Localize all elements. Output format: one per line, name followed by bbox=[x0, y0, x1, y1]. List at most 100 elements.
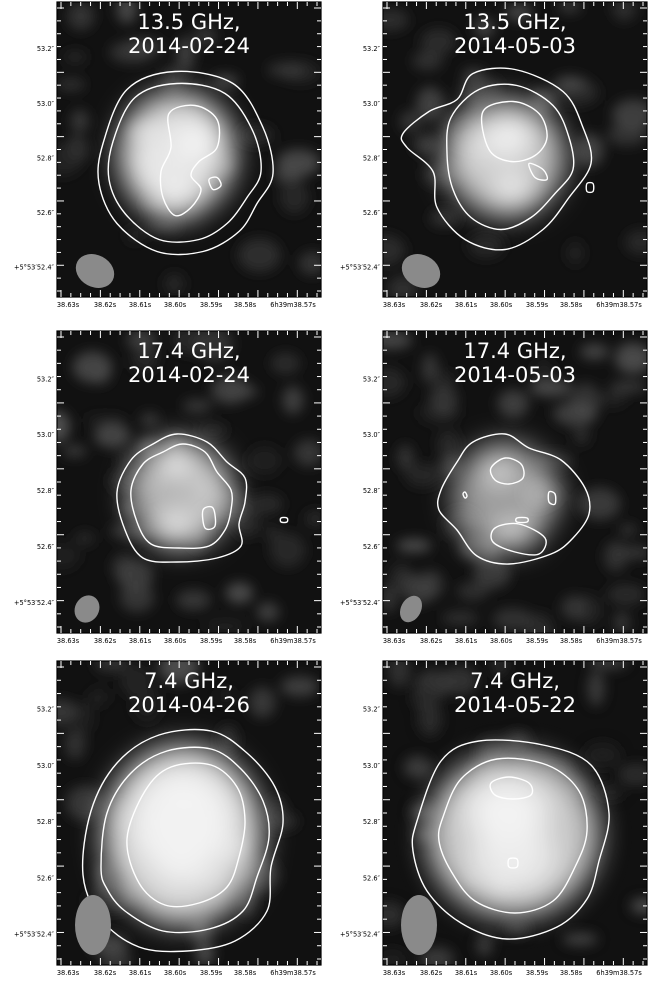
panel-title-date: 2014-05-22 bbox=[454, 693, 576, 717]
contour-lines bbox=[436, 433, 591, 565]
contour bbox=[547, 490, 557, 506]
ra-tick-label: 38.61s bbox=[129, 637, 152, 645]
contour bbox=[411, 739, 610, 940]
contour bbox=[201, 505, 217, 531]
ra-tick-label: 38.58s bbox=[234, 301, 257, 309]
contour bbox=[507, 857, 519, 869]
dec-tick-label: 52.6″ bbox=[37, 874, 55, 882]
noise-texture bbox=[383, 2, 647, 297]
contour bbox=[585, 181, 595, 194]
ra-tick-label: 38.60s bbox=[490, 637, 513, 645]
tick-marks bbox=[57, 661, 321, 965]
panel-title-date: 2014-02-24 bbox=[128, 34, 250, 58]
contour bbox=[126, 762, 246, 908]
ra-tick-label: 38.62s bbox=[420, 969, 443, 977]
contour bbox=[116, 433, 248, 563]
tick-marks bbox=[57, 2, 321, 297]
contour bbox=[400, 67, 593, 251]
ra-tick-label: 38.59s bbox=[526, 301, 549, 309]
tick-marks bbox=[57, 331, 321, 633]
tick-marks bbox=[383, 661, 647, 965]
ra-tick-label: 38.63s bbox=[383, 969, 406, 977]
panel-title-frequency: 17.4 GHz, bbox=[137, 339, 240, 363]
ra-tick-label: 6h39m38.57s bbox=[270, 969, 316, 977]
contour bbox=[490, 522, 547, 556]
ra-tick-label: 38.62s bbox=[94, 637, 117, 645]
contour bbox=[446, 83, 575, 231]
contour bbox=[437, 757, 588, 914]
dec-tick-label: 52.8″ bbox=[37, 154, 55, 162]
contour bbox=[130, 443, 233, 549]
ra-tick-label: 38.63s bbox=[383, 301, 406, 309]
ra-tick-label: 38.61s bbox=[455, 301, 478, 309]
contour bbox=[81, 728, 284, 953]
dec-tick-label: 53.2″ bbox=[37, 45, 55, 53]
beam-ellipse bbox=[75, 895, 111, 955]
dec-tick-label: 52.8″ bbox=[37, 487, 55, 495]
beam-ellipse bbox=[399, 595, 423, 623]
ra-tick-label: 38.62s bbox=[94, 301, 117, 309]
dec-tick-label: 53.0″ bbox=[363, 100, 381, 108]
emission-region bbox=[453, 442, 561, 550]
panel-title-date: 2014-05-03 bbox=[454, 363, 576, 387]
dec-tick-label: 53.0″ bbox=[37, 100, 55, 108]
ra-tick-label: 38.58s bbox=[560, 637, 583, 645]
ra-tick-label: 38.61s bbox=[455, 969, 478, 977]
panel-7ghz-0522: 7.4 GHz,2014-05-22 38.63s 38.62s 38.61s 38.6… bbox=[340, 660, 648, 977]
panel-title-frequency: 13.5 GHz, bbox=[463, 10, 566, 34]
ra-tick-label: 6h39m38.57s bbox=[596, 301, 642, 309]
panel-title-date: 2014-02-24 bbox=[128, 363, 250, 387]
contour bbox=[97, 70, 274, 256]
beam-ellipse bbox=[401, 895, 437, 955]
dec-tick-label: 52.6″ bbox=[363, 209, 381, 217]
ra-tick-label: 38.62s bbox=[94, 969, 117, 977]
contour-lines bbox=[97, 70, 274, 256]
contour bbox=[528, 162, 549, 181]
panel-title-frequency: 7.4 GHz, bbox=[470, 669, 560, 693]
panel-title-date: 2014-05-03 bbox=[454, 34, 576, 58]
contour bbox=[480, 100, 548, 163]
contour bbox=[208, 176, 222, 191]
ra-tick-label: 38.59s bbox=[526, 969, 549, 977]
dec-tick-label: 52.6″ bbox=[37, 209, 55, 217]
beam-ellipse bbox=[401, 254, 441, 288]
panel-13ghz-0503: 13.5 GHz,2014-05-03 38.63s 38.62s 38.61s 38.… bbox=[340, 1, 648, 309]
contour-lines bbox=[116, 433, 289, 563]
contour bbox=[436, 433, 591, 565]
contour bbox=[515, 516, 529, 524]
dec-tick-label: 53.2″ bbox=[37, 375, 55, 383]
ra-tick-label: 38.58s bbox=[234, 969, 257, 977]
emission-region bbox=[103, 745, 263, 925]
panel-7ghz-0426: 7.4 GHz,2014-04-26 38.63s 38.62s 38.61s 38.6… bbox=[14, 660, 322, 977]
dec-tick-label: 52.6″ bbox=[363, 874, 381, 882]
ra-tick-label: 38.58s bbox=[234, 637, 257, 645]
ra-tick-label: 38.60s bbox=[164, 969, 187, 977]
ra-tick-label: 38.62s bbox=[420, 637, 443, 645]
contour bbox=[159, 104, 221, 217]
dec-tick-label: 52.8″ bbox=[363, 154, 381, 162]
dec-tick-label: 53.2″ bbox=[363, 706, 381, 714]
dec-tick-label: 53.0″ bbox=[363, 431, 381, 439]
contour-lines bbox=[400, 67, 595, 251]
contour bbox=[100, 746, 270, 934]
panel-title-frequency: 13.5 GHz, bbox=[137, 10, 240, 34]
emission-region bbox=[427, 753, 599, 917]
ra-tick-label: 38.61s bbox=[129, 301, 152, 309]
ra-tick-label: 38.63s bbox=[383, 637, 406, 645]
dec-tick-label: 52.8″ bbox=[363, 487, 381, 495]
panel-17ghz-0503: 17.4 GHz,2014-05-03 38.63s 38.62s 38.61s 38.… bbox=[340, 330, 648, 645]
dec-tick-label: 52.6″ bbox=[363, 543, 381, 551]
dec-tick-label: 53.0″ bbox=[37, 431, 55, 439]
contour bbox=[489, 776, 534, 800]
beam-ellipse bbox=[75, 254, 115, 288]
dec-tick-label: 52.8″ bbox=[37, 818, 55, 826]
panel-title-date: 2014-04-26 bbox=[128, 693, 250, 717]
ra-tick-label: 38.60s bbox=[164, 301, 187, 309]
ra-tick-label: 6h39m38.57s bbox=[270, 637, 316, 645]
ra-tick-label: 38.61s bbox=[129, 969, 152, 977]
contour-lines bbox=[411, 739, 610, 940]
ra-tick-label: 38.59s bbox=[200, 969, 223, 977]
contour bbox=[489, 457, 525, 485]
panel-title-frequency: 7.4 GHz, bbox=[144, 669, 234, 693]
